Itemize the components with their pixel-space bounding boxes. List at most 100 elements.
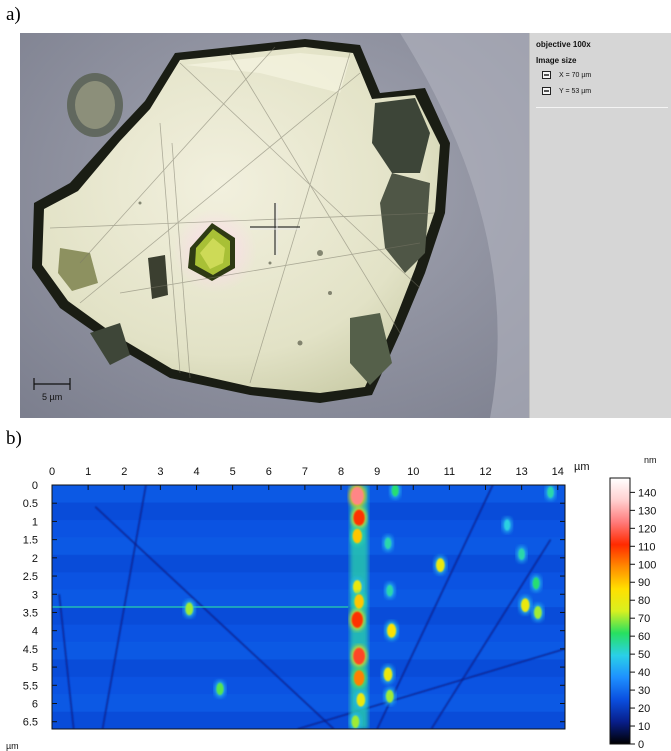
scan-band <box>52 607 565 625</box>
y-axis-unit: µm <box>6 741 19 751</box>
colorbar-tick-label: 80 <box>638 595 650 607</box>
height-feature <box>520 598 530 612</box>
colorbar <box>609 477 631 745</box>
image-width-value: X = 70 µm <box>559 71 592 79</box>
y-tick-label: 1 <box>32 516 38 528</box>
y-tick-label: 0 <box>32 480 38 492</box>
scan-band <box>52 711 565 729</box>
height-feature <box>354 594 364 609</box>
height-feature <box>534 606 542 619</box>
image-height-icon <box>542 87 551 95</box>
x-tick-label: 8 <box>338 466 344 478</box>
scan-band <box>52 485 565 503</box>
scale-bar-label: 5 µm <box>42 392 62 402</box>
height-feature <box>518 548 525 560</box>
height-feature <box>384 537 392 549</box>
y-tick-label: 3 <box>32 589 38 601</box>
height-map-area <box>52 485 565 729</box>
panel-a-label: a) <box>6 4 21 25</box>
colorbar-tick-label: 50 <box>638 649 650 661</box>
colorbar-tick-label: 60 <box>638 631 650 643</box>
y-axis: 0 0.5 1 1.5 2 2.5 3 3.5 4 4.5 5 5.5 6 6.5 <box>23 480 565 729</box>
scan-band <box>52 589 565 608</box>
x-tick-label: 12 <box>479 466 491 478</box>
height-feature <box>387 623 397 638</box>
surface-scratch <box>376 485 494 729</box>
y-tick-label: 0.5 <box>23 498 38 510</box>
image-width-icon <box>542 71 551 79</box>
height-feature <box>185 602 194 616</box>
image-width-row: X = 70 µm <box>542 71 591 79</box>
x-tick-label: 5 <box>230 466 236 478</box>
x-tick-label: 1 <box>85 466 91 478</box>
x-tick-label: 4 <box>193 466 199 478</box>
y-tick-label: 6.5 <box>23 717 38 729</box>
colorbar-axis: 0 10 20 30 40 50 60 70 80 90 100 110 120 130 140 <box>630 487 656 751</box>
scan-band <box>52 624 565 643</box>
height-feature <box>547 486 554 498</box>
colorbar-tick-label: 70 <box>638 613 650 625</box>
optical-micrograph: 5 µm <box>20 33 529 418</box>
height-feature <box>391 485 399 497</box>
afm-height-map: 0 1 2 3 4 5 6 7 8 9 10 11 12 13 14 00.511.522.533.544.… <box>6 455 657 751</box>
scan-band <box>52 694 565 713</box>
y-tick-label: 3.5 <box>23 607 38 619</box>
colorbar-tick-label: 30 <box>638 685 650 697</box>
image-height-value: Y = 53 µm <box>559 87 592 95</box>
y-tick-label: 5 <box>32 662 38 674</box>
x-tick-label: 3 <box>157 466 163 478</box>
height-feature <box>351 715 360 729</box>
panel-b-label: b) <box>6 428 22 449</box>
colorbar-tick-label: 90 <box>638 577 650 589</box>
scan-band <box>52 554 565 573</box>
height-feature <box>386 584 393 597</box>
x-axis-unit: µm <box>574 461 590 473</box>
colorbar-tick-label: 20 <box>638 703 650 715</box>
x-tick-label: 6 <box>266 466 272 478</box>
scan-band <box>52 676 565 695</box>
y-tick-label: 4 <box>32 626 38 638</box>
height-feature <box>532 577 540 590</box>
colorbar-tick-label: 40 <box>638 667 650 679</box>
x-tick-label: 0 <box>49 466 55 478</box>
y-tick-label: 6 <box>32 699 38 711</box>
colorbar-tick-label: 130 <box>638 505 656 517</box>
y-tick-label: 2 <box>32 553 38 565</box>
scan-band <box>52 659 565 678</box>
x-tick-label: 2 <box>121 466 127 478</box>
image-size-title: Image size <box>536 56 577 65</box>
height-feature <box>356 693 366 707</box>
height-feature <box>383 667 393 682</box>
x-tick-label: 13 <box>516 466 528 478</box>
surface-scratch <box>297 648 565 729</box>
x-tick-label: 11 <box>444 466 455 478</box>
x-tick-label: 10 <box>407 466 419 478</box>
surface-scratch <box>430 539 552 729</box>
map-frame <box>51 484 566 730</box>
surface-scratch <box>58 594 75 729</box>
micrograph-image: 5 µm <box>20 33 529 418</box>
height-feature <box>385 689 394 703</box>
x-axis: 0 1 2 3 4 5 6 7 8 9 10 11 12 13 14 <box>49 466 564 490</box>
x-tick-label: 9 <box>374 466 380 478</box>
height-feature <box>353 647 365 665</box>
x-tick-label: 7 <box>302 466 308 478</box>
y-tick-label: 4.5 <box>23 644 38 656</box>
height-feature <box>352 580 362 594</box>
scale-bar <box>33 378 71 390</box>
microscope-info-panel: objective 100x Image size X = 70 µm Y = … <box>529 33 671 418</box>
x-tick-label: 14 <box>552 466 564 478</box>
colorbar-tick-label: 120 <box>638 523 656 535</box>
height-feature <box>353 509 365 526</box>
height-feature <box>351 611 363 628</box>
colorbar-tick-label: 110 <box>638 541 656 553</box>
height-feature <box>504 519 511 531</box>
height-feature <box>352 528 363 544</box>
height-feature <box>436 558 445 572</box>
objective-label: objective 100x <box>536 40 591 49</box>
colorbar-tick-label: 100 <box>638 559 656 571</box>
height-feature <box>216 682 224 696</box>
scan-band <box>52 641 565 660</box>
y-tick-label: 2.5 <box>23 571 38 583</box>
y-tick-label: 1.5 <box>23 535 38 547</box>
